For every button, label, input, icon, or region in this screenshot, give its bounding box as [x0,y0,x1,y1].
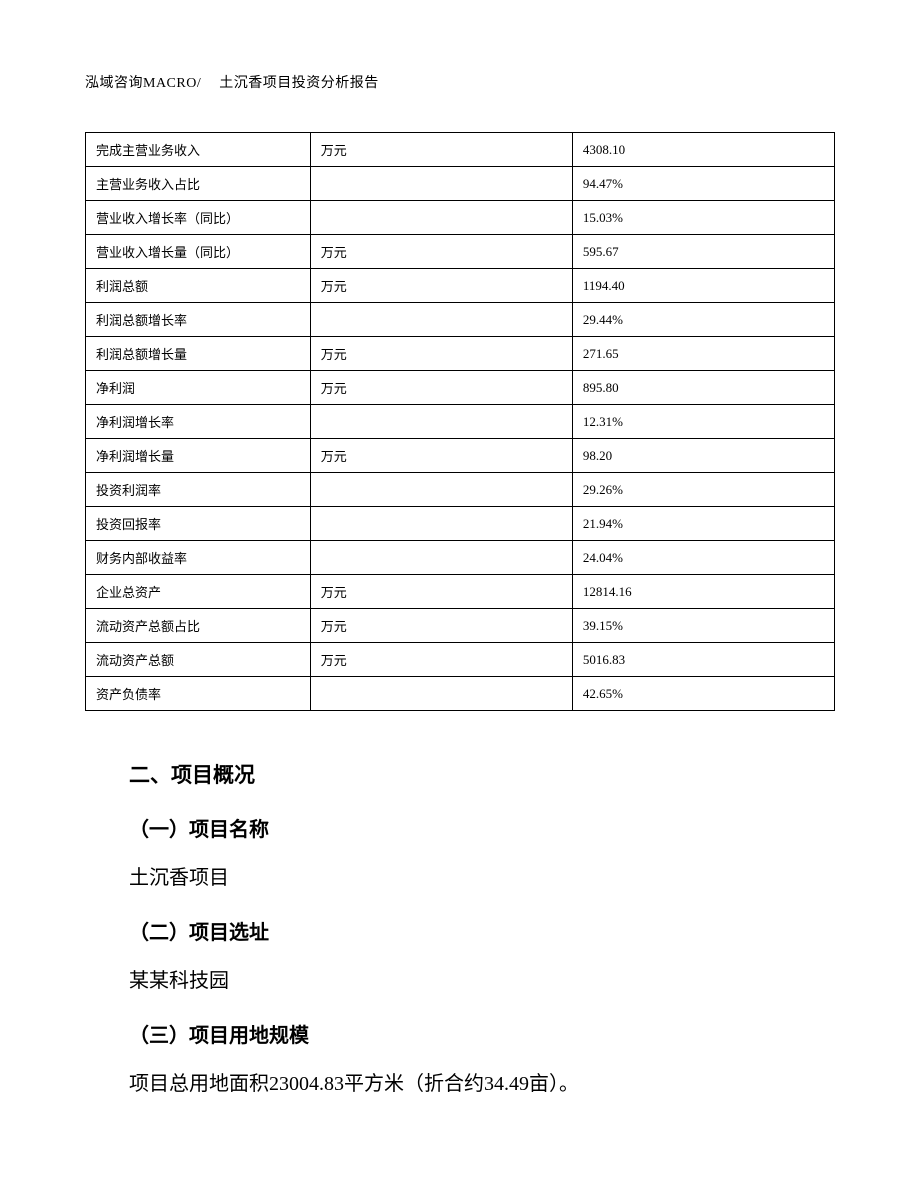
cell-label: 净利润增长量 [86,439,311,473]
cell-unit: 万元 [310,235,572,269]
cell-unit: 万元 [310,609,572,643]
cell-value: 12.31% [572,405,834,439]
sub-heading-3: （三）项目用地规模 [129,1019,835,1048]
cell-label: 投资利润率 [86,473,311,507]
table-row: 主营业务收入占比 94.47% [86,167,835,201]
cell-label: 主营业务收入占比 [86,167,311,201]
cell-label: 利润总额 [86,269,311,303]
cell-value: 24.04% [572,541,834,575]
cell-value: 15.03% [572,201,834,235]
cell-unit [310,201,572,235]
cell-unit: 万元 [310,371,572,405]
body-text-2: 某某科技园 [129,965,835,997]
cell-unit: 万元 [310,643,572,677]
cell-label: 资产负债率 [86,677,311,711]
sub-heading-1: （一）项目名称 [129,813,835,842]
cell-unit [310,303,572,337]
table-row: 完成主营业务收入 万元 4308.10 [86,133,835,167]
cell-unit: 万元 [310,439,572,473]
cell-value: 1194.40 [572,269,834,303]
table-row: 投资回报率 21.94% [86,507,835,541]
cell-unit [310,167,572,201]
cell-unit: 万元 [310,133,572,167]
cell-label: 投资回报率 [86,507,311,541]
table-row: 利润总额增长量 万元 271.65 [86,337,835,371]
cell-unit: 万元 [310,269,572,303]
cell-label: 净利润 [86,371,311,405]
section-heading: 二、项目概况 [129,759,835,789]
table-row: 营业收入增长率（同比） 15.03% [86,201,835,235]
table-body: 完成主营业务收入 万元 4308.10 主营业务收入占比 94.47% 营业收入… [86,133,835,711]
cell-unit: 万元 [310,337,572,371]
cell-unit [310,541,572,575]
table-row: 投资利润率 29.26% [86,473,835,507]
cell-value: 895.80 [572,371,834,405]
cell-value: 595.67 [572,235,834,269]
cell-value: 5016.83 [572,643,834,677]
cell-label: 利润总额增长率 [86,303,311,337]
table-row: 利润总额 万元 1194.40 [86,269,835,303]
cell-unit [310,405,572,439]
table-row: 流动资产总额 万元 5016.83 [86,643,835,677]
cell-label: 流动资产总额 [86,643,311,677]
body-text-1: 土沉香项目 [129,862,835,894]
financial-table: 完成主营业务收入 万元 4308.10 主营业务收入占比 94.47% 营业收入… [85,132,835,711]
table-row: 净利润增长量 万元 98.20 [86,439,835,473]
cell-label: 企业总资产 [86,575,311,609]
cell-value: 39.15% [572,609,834,643]
table-row: 财务内部收益率 24.04% [86,541,835,575]
cell-label: 净利润增长率 [86,405,311,439]
table-row: 企业总资产 万元 12814.16 [86,575,835,609]
body-text-3: 项目总用地面积23004.83平方米（折合约34.49亩）。 [129,1068,835,1100]
cell-value: 42.65% [572,677,834,711]
sub-heading-2: （二）项目选址 [129,916,835,945]
cell-value: 4308.10 [572,133,834,167]
cell-value: 29.44% [572,303,834,337]
cell-label: 营业收入增长量（同比） [86,235,311,269]
cell-unit [310,507,572,541]
table-row: 利润总额增长率 29.44% [86,303,835,337]
cell-value: 29.26% [572,473,834,507]
header-title: 土沉香项目投资分析报告 [219,76,379,91]
cell-unit [310,473,572,507]
cell-value: 12814.16 [572,575,834,609]
page-header: 泓域咨询MACRO/土沉香项目投资分析报告 [85,72,835,92]
cell-label: 财务内部收益率 [86,541,311,575]
table-row: 流动资产总额占比 万元 39.15% [86,609,835,643]
cell-label: 流动资产总额占比 [86,609,311,643]
cell-value: 21.94% [572,507,834,541]
content-section: 二、项目概况 （一）项目名称 土沉香项目 （二）项目选址 某某科技园 （三）项目… [85,759,835,1100]
cell-label: 完成主营业务收入 [86,133,311,167]
cell-value: 98.20 [572,439,834,473]
table-row: 净利润增长率 12.31% [86,405,835,439]
cell-label: 利润总额增长量 [86,337,311,371]
cell-value: 271.65 [572,337,834,371]
header-company: 泓域咨询MACRO/ [85,76,201,91]
cell-value: 94.47% [572,167,834,201]
cell-label: 营业收入增长率（同比） [86,201,311,235]
cell-unit [310,677,572,711]
table-row: 净利润 万元 895.80 [86,371,835,405]
table-row: 资产负债率 42.65% [86,677,835,711]
cell-unit: 万元 [310,575,572,609]
table-row: 营业收入增长量（同比） 万元 595.67 [86,235,835,269]
